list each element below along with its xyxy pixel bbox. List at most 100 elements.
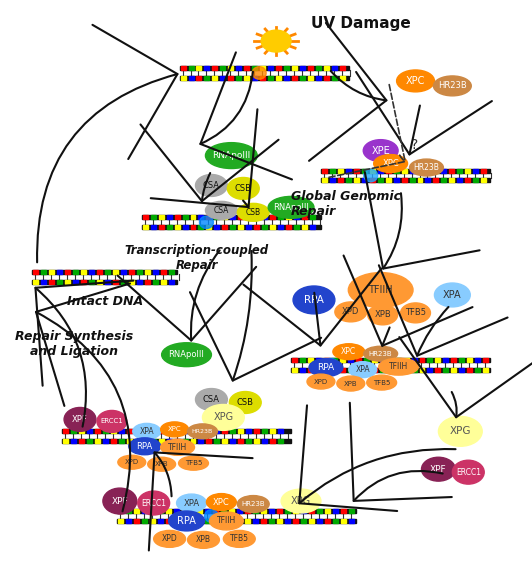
Bar	[57, 270, 62, 274]
Text: CSB: CSB	[237, 398, 254, 407]
Bar	[286, 215, 291, 219]
Ellipse shape	[129, 438, 161, 455]
Bar	[467, 358, 472, 362]
Bar	[135, 430, 140, 434]
Bar	[143, 215, 148, 219]
Bar	[260, 66, 265, 70]
Ellipse shape	[337, 376, 365, 391]
Bar	[65, 270, 70, 274]
Ellipse shape	[268, 197, 314, 218]
Bar	[340, 358, 345, 362]
Bar	[354, 178, 359, 182]
Bar	[167, 215, 172, 219]
Bar	[87, 430, 92, 434]
Bar	[333, 509, 338, 513]
Ellipse shape	[210, 512, 243, 530]
Bar	[428, 367, 433, 371]
Bar	[340, 367, 345, 371]
Bar	[483, 358, 488, 362]
Bar	[198, 215, 203, 219]
Text: XPF: XPF	[72, 415, 88, 424]
Text: RNApolII: RNApolII	[273, 203, 309, 212]
Bar	[349, 509, 354, 513]
Bar	[346, 178, 351, 182]
Bar	[294, 225, 299, 229]
Ellipse shape	[237, 496, 269, 512]
Bar	[349, 519, 354, 523]
Ellipse shape	[223, 530, 255, 547]
Bar	[317, 519, 322, 523]
Bar	[481, 168, 486, 172]
Bar	[205, 509, 211, 513]
Bar	[246, 439, 251, 443]
Bar	[118, 519, 123, 523]
Bar	[142, 519, 147, 523]
Text: RNApolII: RNApolII	[169, 350, 204, 359]
Bar	[228, 76, 234, 80]
Bar	[310, 215, 315, 219]
Bar	[364, 358, 369, 362]
Bar	[190, 215, 195, 219]
Bar	[330, 178, 335, 182]
Bar	[220, 76, 226, 80]
Bar	[278, 430, 283, 434]
Bar	[198, 430, 203, 434]
Bar	[372, 358, 377, 362]
Bar	[252, 66, 257, 70]
Bar	[237, 509, 242, 513]
Bar	[188, 66, 194, 70]
Bar	[325, 519, 330, 523]
Bar	[260, 76, 265, 80]
Bar	[348, 358, 353, 362]
Bar	[404, 358, 409, 362]
Bar	[268, 66, 273, 70]
Text: XPB: XPB	[375, 310, 391, 319]
Bar	[466, 178, 470, 182]
Bar	[229, 519, 234, 523]
Bar	[113, 280, 118, 284]
Bar	[105, 270, 110, 274]
Bar	[190, 430, 195, 434]
Bar	[129, 270, 134, 274]
Text: HR23B: HR23B	[369, 351, 393, 356]
Text: XPG: XPG	[291, 496, 311, 506]
Ellipse shape	[335, 302, 367, 322]
Bar	[293, 519, 298, 523]
Ellipse shape	[148, 457, 176, 471]
Bar	[330, 168, 335, 172]
Bar	[245, 509, 250, 513]
Text: TFIIH: TFIIH	[389, 362, 408, 371]
Bar	[221, 509, 226, 513]
Bar	[87, 439, 92, 443]
Bar	[159, 430, 164, 434]
Bar	[356, 358, 361, 362]
Bar	[244, 66, 250, 70]
Bar	[151, 430, 156, 434]
Bar	[127, 430, 132, 434]
Bar	[206, 225, 211, 229]
Bar	[127, 439, 132, 443]
Bar	[121, 280, 126, 284]
Bar	[252, 76, 257, 80]
Bar	[434, 168, 438, 172]
Bar	[134, 519, 139, 523]
Ellipse shape	[97, 411, 127, 432]
Bar	[292, 76, 297, 80]
Bar	[300, 367, 305, 371]
Bar	[322, 168, 327, 172]
Bar	[324, 358, 329, 362]
Ellipse shape	[177, 494, 206, 512]
Bar	[278, 439, 283, 443]
Bar	[236, 76, 242, 80]
Ellipse shape	[281, 489, 321, 513]
Bar	[62, 430, 291, 434]
Bar	[254, 439, 259, 443]
Bar	[428, 358, 433, 362]
Ellipse shape	[161, 422, 188, 437]
Bar	[41, 270, 46, 274]
Ellipse shape	[203, 404, 244, 430]
Bar	[142, 225, 321, 229]
Bar	[214, 225, 219, 229]
Bar	[473, 178, 478, 182]
Bar	[213, 509, 219, 513]
